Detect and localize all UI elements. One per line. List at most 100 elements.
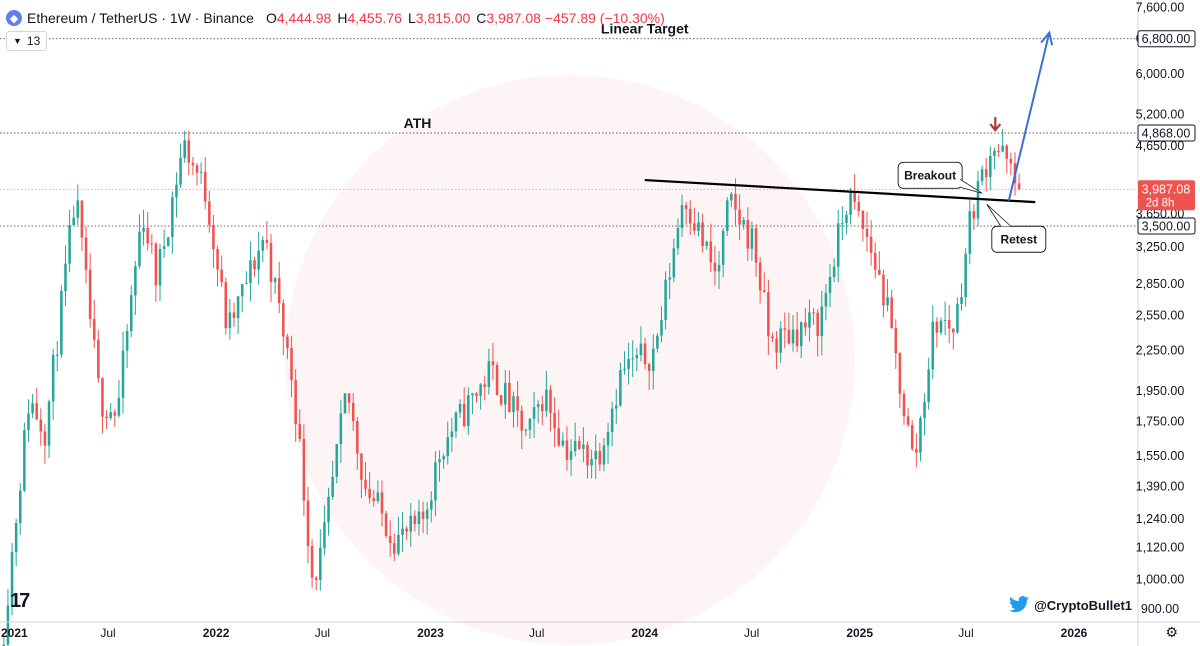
candle-body bbox=[664, 279, 667, 320]
gear-icon[interactable]: ⚙ bbox=[1165, 624, 1178, 640]
candle-body bbox=[84, 237, 88, 270]
callout-box[interactable] bbox=[991, 225, 1047, 253]
candle-body bbox=[129, 295, 133, 332]
candle-body bbox=[35, 403, 38, 420]
candle-body bbox=[923, 401, 926, 419]
candle-body bbox=[651, 348, 655, 372]
candle-body bbox=[68, 225, 71, 264]
annotation-label: Linear Target bbox=[601, 21, 689, 37]
candle-body bbox=[857, 202, 861, 212]
candle-body bbox=[72, 217, 75, 226]
candle-body bbox=[76, 200, 80, 218]
candle-body bbox=[286, 336, 289, 349]
candle-body bbox=[878, 269, 881, 275]
candle-body bbox=[351, 402, 355, 422]
candle-body bbox=[672, 248, 676, 278]
candle-body bbox=[430, 500, 433, 510]
candle-body bbox=[467, 395, 470, 427]
candle-body bbox=[146, 227, 149, 244]
candle-body bbox=[898, 353, 902, 394]
candle-body bbox=[799, 322, 803, 347]
candle-body bbox=[627, 359, 630, 369]
y-tick-label: 2,850.00 bbox=[1136, 277, 1185, 291]
candle-body bbox=[725, 200, 729, 231]
symbol-title[interactable]: Ethereum / TetherUS · 1W · Binance bbox=[27, 10, 254, 26]
callout-pointer bbox=[986, 203, 1012, 227]
candle-body bbox=[31, 403, 34, 414]
candle-body bbox=[578, 440, 581, 449]
candle-body bbox=[1005, 145, 1009, 159]
candle-body bbox=[409, 515, 413, 532]
candle-body bbox=[767, 292, 770, 337]
candle-body bbox=[14, 522, 18, 553]
candle-body bbox=[228, 312, 232, 329]
candle-body bbox=[245, 283, 248, 285]
target-arrow-line[interactable] bbox=[1007, 32, 1051, 201]
candle-body bbox=[943, 319, 947, 321]
candle-body bbox=[573, 440, 577, 452]
candle-body bbox=[249, 260, 252, 284]
candle-body bbox=[117, 397, 121, 416]
candle-body bbox=[368, 488, 371, 499]
open-value: 4,444.98 bbox=[276, 10, 332, 26]
candle-body bbox=[816, 312, 819, 337]
tradingview-logo-icon[interactable]: 17 bbox=[10, 590, 30, 612]
candle-body bbox=[47, 401, 51, 446]
candle-body bbox=[594, 450, 597, 460]
candle-body bbox=[993, 150, 996, 156]
candle-body bbox=[343, 393, 347, 414]
candle-body bbox=[676, 228, 680, 249]
candle-body bbox=[97, 339, 100, 379]
y-tick-label: 1,000.00 bbox=[1136, 572, 1185, 586]
candle-body bbox=[450, 431, 454, 438]
candle-body bbox=[1001, 145, 1004, 152]
candle-body bbox=[1017, 183, 1021, 190]
candle-body bbox=[88, 269, 92, 319]
indicator-count: 13 bbox=[26, 34, 41, 48]
candle-body bbox=[195, 165, 199, 173]
resistance-trendline[interactable] bbox=[644, 178, 1036, 204]
candle-body bbox=[491, 361, 495, 366]
y-tick-label: 3,250.00 bbox=[1136, 240, 1185, 254]
candle-body bbox=[487, 361, 491, 388]
candle-body bbox=[516, 396, 519, 411]
x-tick-label: 2023 bbox=[417, 626, 444, 640]
candle-body bbox=[582, 444, 585, 449]
candle-body bbox=[216, 249, 219, 270]
candle-body bbox=[23, 430, 26, 491]
candle-body bbox=[187, 140, 191, 163]
candle-body bbox=[421, 511, 425, 519]
x-tick-label: 2025 bbox=[846, 626, 873, 640]
indicators-collapse-button[interactable]: ▼ 13 bbox=[6, 31, 48, 51]
candle-body bbox=[717, 264, 721, 272]
candle-body bbox=[972, 211, 976, 219]
candles bbox=[2, 128, 1021, 646]
candle-body bbox=[869, 236, 873, 253]
candle-body bbox=[331, 476, 334, 497]
candle-body bbox=[499, 395, 503, 405]
y-tick-label: 900.00 bbox=[1141, 602, 1179, 616]
candle-body bbox=[183, 140, 186, 158]
candle-body bbox=[508, 382, 511, 413]
callout-box[interactable] bbox=[897, 161, 963, 189]
candle-body bbox=[458, 403, 462, 413]
ethereum-icon[interactable]: ◆ bbox=[6, 10, 22, 26]
twitter-bird-icon bbox=[1009, 596, 1029, 613]
candle-body bbox=[277, 278, 281, 304]
candle-body bbox=[721, 230, 725, 265]
candle-body bbox=[191, 162, 195, 166]
close-value: 3,987.08 bbox=[486, 10, 541, 26]
candle-body bbox=[138, 231, 141, 266]
low-value: 3,815.00 bbox=[415, 10, 471, 26]
candle-body bbox=[882, 274, 885, 306]
candle-body bbox=[434, 462, 437, 501]
background-watermark bbox=[285, 75, 855, 645]
candle-body bbox=[730, 193, 733, 201]
candle-body bbox=[565, 440, 569, 460]
candle-body bbox=[894, 328, 898, 354]
candle-body bbox=[323, 522, 326, 548]
candle-body bbox=[60, 290, 63, 355]
y-tick-label: 1,950.00 bbox=[1136, 384, 1185, 398]
close-key: C bbox=[476, 10, 487, 26]
